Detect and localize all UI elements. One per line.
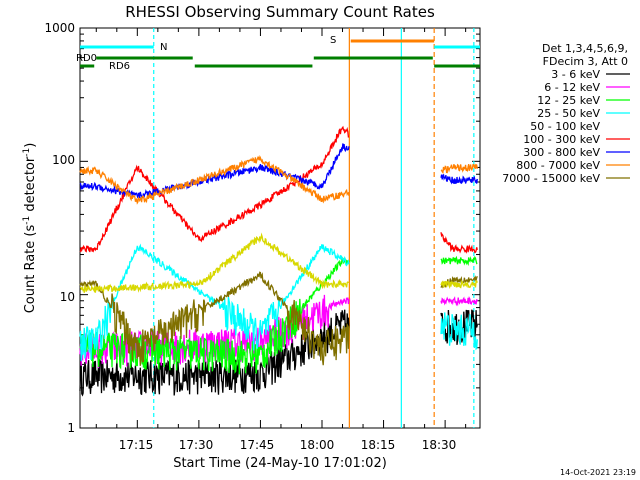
legend-entry: 300 - 800 keV bbox=[523, 146, 630, 159]
legend-header-line: Det 1,3,4,5,6,9, bbox=[542, 42, 628, 55]
y-tick-label: 1 bbox=[67, 421, 75, 435]
legend-label: 7000 - 15000 keV bbox=[502, 172, 600, 185]
legend-entry: 50 - 100 keV bbox=[530, 120, 630, 133]
flag-bars bbox=[80, 39, 480, 68]
legend-header-line: FDecim 3, Att 0 bbox=[543, 55, 628, 68]
y-axis-label: Count Rate (s-1 detector-1) bbox=[22, 143, 38, 314]
series-segment bbox=[440, 232, 478, 254]
series-segment bbox=[79, 271, 350, 366]
series-segment bbox=[79, 143, 350, 199]
legend-label: 25 - 50 keV bbox=[537, 107, 600, 120]
series-segment bbox=[440, 174, 478, 185]
x-tick-label: 18:00 bbox=[300, 438, 335, 452]
y-tick-label: 100 bbox=[52, 153, 75, 167]
plot-frame bbox=[79, 27, 481, 429]
legend-label: 12 - 25 keV bbox=[537, 94, 600, 107]
flag-label-rd6: RD6 bbox=[109, 61, 130, 72]
x-tick-label: 17:15 bbox=[119, 438, 154, 452]
series-segment bbox=[440, 255, 478, 266]
series-segment bbox=[79, 232, 350, 294]
legend-label: 6 - 12 keV bbox=[544, 81, 600, 94]
legend-entry: 12 - 25 keV bbox=[537, 94, 630, 107]
legend-entry: 3 - 6 keV bbox=[551, 68, 630, 81]
series-layer bbox=[79, 125, 478, 397]
series-line bbox=[79, 255, 478, 375]
legend-label: 50 - 100 keV bbox=[530, 120, 600, 133]
series-segment bbox=[440, 279, 478, 290]
legend-label: 100 - 300 keV bbox=[523, 133, 600, 146]
legend-label: 3 - 6 keV bbox=[551, 68, 600, 81]
series-segment bbox=[440, 163, 478, 175]
series-line bbox=[79, 154, 478, 205]
legend-label: 800 - 7000 keV bbox=[516, 159, 600, 172]
flag-label-rd0: RD0 bbox=[76, 53, 97, 64]
series-line bbox=[79, 143, 478, 199]
axis-ticks bbox=[80, 28, 480, 429]
y-tick-label: 10 bbox=[60, 290, 75, 304]
flag-label-s: S bbox=[330, 35, 336, 46]
chart-title: RHESSI Observing Summary Count Rates bbox=[125, 3, 435, 21]
y-tick-label: 1000 bbox=[44, 21, 75, 35]
legend-entry: 800 - 7000 keV bbox=[516, 159, 630, 172]
legend-entry: 6 - 12 keV bbox=[544, 81, 630, 94]
x-tick-label: 18:15 bbox=[361, 438, 396, 452]
segment-boundaries bbox=[153, 28, 475, 428]
series-line bbox=[79, 232, 478, 294]
series-segment bbox=[79, 309, 350, 397]
footer-timestamp: 14-Oct-2021 23:19 bbox=[560, 468, 636, 477]
series-segment bbox=[440, 312, 478, 351]
series-segment bbox=[440, 295, 478, 307]
legend-label: 300 - 800 keV bbox=[523, 146, 600, 159]
x-tick-label: 18:30 bbox=[422, 438, 457, 452]
series-segment bbox=[79, 256, 350, 375]
series-segment bbox=[79, 154, 350, 205]
legend-entry: 100 - 300 keV bbox=[523, 133, 630, 146]
flag-label-n: N bbox=[160, 42, 167, 53]
x-tick-label: 17:30 bbox=[179, 438, 214, 452]
x-axis-label: Start Time (24-May-10 17:01:02) bbox=[173, 456, 387, 471]
legend-entry: 25 - 50 keV bbox=[537, 107, 630, 120]
x-tick-label: 17:45 bbox=[240, 438, 275, 452]
legend-entry: 7000 - 15000 keV bbox=[502, 172, 630, 185]
